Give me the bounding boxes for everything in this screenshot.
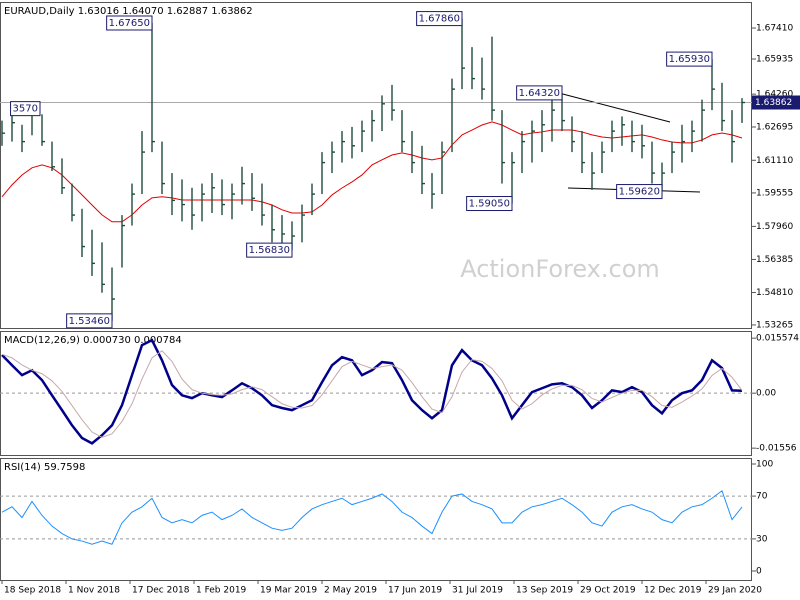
x-tick-label: 1 Nov 2018 [68, 586, 120, 596]
annotation-box [10, 101, 41, 117]
trend-line [554, 91, 671, 123]
annotation-box [466, 196, 513, 212]
y-tick-label: 0.00 [756, 389, 776, 399]
last-price-label: 1.63862 [755, 98, 792, 108]
x-tick-label: 12 Dec 2019 [644, 586, 702, 596]
y-tick-label: 1.65935 [756, 54, 793, 64]
annotation-label: 1.67860 [419, 14, 460, 25]
y-tick-label: 1.56385 [756, 255, 793, 265]
price-annotation: 1.59620 [616, 184, 663, 200]
price-annotation: 1.67650 [106, 15, 153, 31]
x-tick-label: 19 Mar 2019 [260, 586, 317, 596]
indicator-line [1, 350, 743, 438]
annotation-label: 1.65930 [669, 54, 710, 65]
panel-title: MACD(12,26,9) 0.000730 0.000784 [4, 335, 182, 346]
y-tick-label: 1.54810 [756, 288, 793, 298]
y-tick-label: 70 [756, 492, 768, 502]
annotation-box [106, 15, 153, 31]
y-tick-label: 30 [756, 534, 768, 544]
annotation-label: 1.59050 [469, 199, 510, 210]
y-tick-label: 1.64260 [756, 90, 793, 100]
x-tick-label: 29 Oct 2019 [580, 586, 636, 596]
price-annotation: 1.64320 [516, 85, 563, 101]
annotation-box [616, 184, 663, 200]
x-tick-label: 17 Dec 2018 [132, 586, 190, 596]
x-tick-label: 18 Sep 2018 [4, 586, 61, 596]
last-price-box [752, 95, 800, 110]
annotation-box [416, 11, 463, 27]
indicator-line [1, 338, 743, 445]
x-tick-label: 2 May 2019 [324, 586, 377, 596]
annotation-box [246, 242, 293, 258]
x-tick-label: 29 Jan 2020 [708, 586, 762, 596]
y-tick-label: -0.01556 [756, 444, 797, 454]
panel-frame [0, 458, 752, 581]
y-tick-label: 100 [756, 459, 773, 469]
annotation-label: 3570 [13, 104, 38, 115]
price-annotation: 1.56830 [246, 242, 293, 258]
indicator-line [1, 489, 743, 545]
y-tick-label: 1.62695 [756, 123, 793, 133]
price-annotation: 1.65930 [666, 51, 713, 67]
y-tick-label: 1.67410 [756, 24, 793, 34]
y-tick-label: 1.59555 [756, 188, 793, 198]
y-tick-label: 0.015574 [756, 334, 799, 344]
y-tick-label: 0 [756, 567, 762, 577]
annotation-box [666, 51, 713, 67]
annotation-label: 1.59620 [619, 187, 660, 198]
panel-title: EURAUD,Daily 1.63016 1.64070 1.62887 1.6… [4, 6, 253, 17]
price-annotation: 1.67860 [416, 11, 463, 27]
x-tick-label: 31 Jul 2019 [452, 586, 503, 596]
price-annotation: 1.53460 [66, 313, 113, 329]
x-tick-label: 17 Jun 2019 [388, 586, 442, 596]
annotation-label: 1.67650 [109, 18, 150, 29]
y-tick-label: 1.57960 [756, 222, 793, 232]
moving-average [1, 121, 743, 223]
y-tick-label: 1.61110 [756, 156, 793, 166]
panel-title: RSI(14) 59.7598 [4, 462, 85, 473]
price-annotation: 3570 [10, 101, 41, 117]
annotation-box [66, 313, 113, 329]
annotation-label: 1.64320 [519, 88, 560, 99]
x-tick-label: 13 Sep 2019 [516, 586, 573, 596]
watermark: ActionForex.com [460, 255, 660, 283]
annotation-label: 1.56830 [249, 245, 290, 256]
annotation-label: 1.53460 [69, 316, 110, 327]
annotation-box [516, 85, 563, 101]
y-tick-label: 1.53265 [756, 320, 793, 330]
x-tick-label: 1 Feb 2019 [196, 586, 247, 596]
price-annotation: 1.59050 [466, 196, 513, 212]
panel-frame [0, 2, 752, 329]
